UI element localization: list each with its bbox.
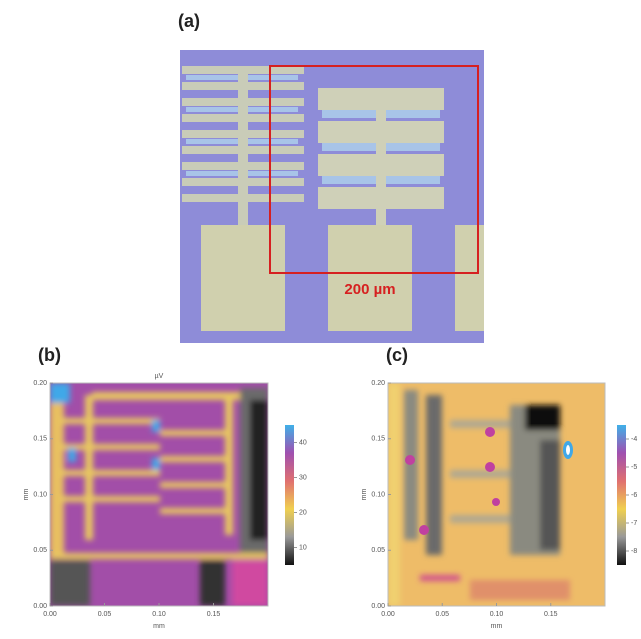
colorbar-tick-label: -6	[631, 492, 637, 499]
colorbar-tick-label: -8	[631, 548, 637, 555]
scale-bar-label: 200 µm	[344, 281, 395, 298]
heatmap	[388, 383, 605, 606]
y-tick-label: 0.20	[33, 380, 47, 387]
x-tick-label: 0.10	[152, 611, 166, 618]
panel-label: (a)	[178, 11, 200, 31]
x-tick-label: 0.05	[98, 611, 112, 618]
y-tick-label: 0.00	[371, 603, 385, 610]
plot-title: µV	[155, 373, 164, 380]
y-tick-label: 0.10	[33, 491, 47, 498]
colorbar	[285, 425, 294, 565]
heatmap	[50, 383, 268, 606]
x-tick-label: 0.15	[207, 611, 221, 618]
x-tick-label: 0.00	[43, 611, 57, 618]
colorbar-tick-label: -7	[631, 520, 637, 527]
x-tick-label: 0.15	[544, 611, 558, 618]
colorbar-tick-label: 40	[299, 439, 307, 446]
y-tick-label: 0.05	[33, 547, 47, 554]
colorbar-tick-label: 20	[299, 509, 307, 516]
colorbar	[617, 425, 626, 565]
y-tick-label: 0.10	[371, 491, 385, 498]
panel-label: (b)	[38, 345, 61, 365]
colorbar-tick-label: -5	[631, 464, 637, 471]
micrograph	[180, 50, 484, 343]
y-tick-label: 0.05	[371, 547, 385, 554]
x-tick-label: 0.00	[381, 611, 395, 618]
y-axis-label: mm	[23, 489, 30, 501]
panel-label: (c)	[386, 345, 408, 365]
x-tick-label: 0.10	[490, 611, 504, 618]
x-axis-label: mm	[153, 623, 165, 630]
x-axis-label: mm	[491, 623, 503, 630]
y-axis-label: mm	[361, 489, 368, 501]
colorbar-tick-label: 10	[299, 544, 307, 551]
y-tick-label: 0.15	[371, 436, 385, 443]
colorbar-tick-label: 30	[299, 474, 307, 481]
colorbar-tick-label: -4	[631, 436, 637, 443]
y-tick-label: 0.20	[371, 380, 385, 387]
y-tick-label: 0.00	[33, 603, 47, 610]
y-tick-label: 0.15	[33, 436, 47, 443]
x-tick-label: 0.05	[435, 611, 449, 618]
